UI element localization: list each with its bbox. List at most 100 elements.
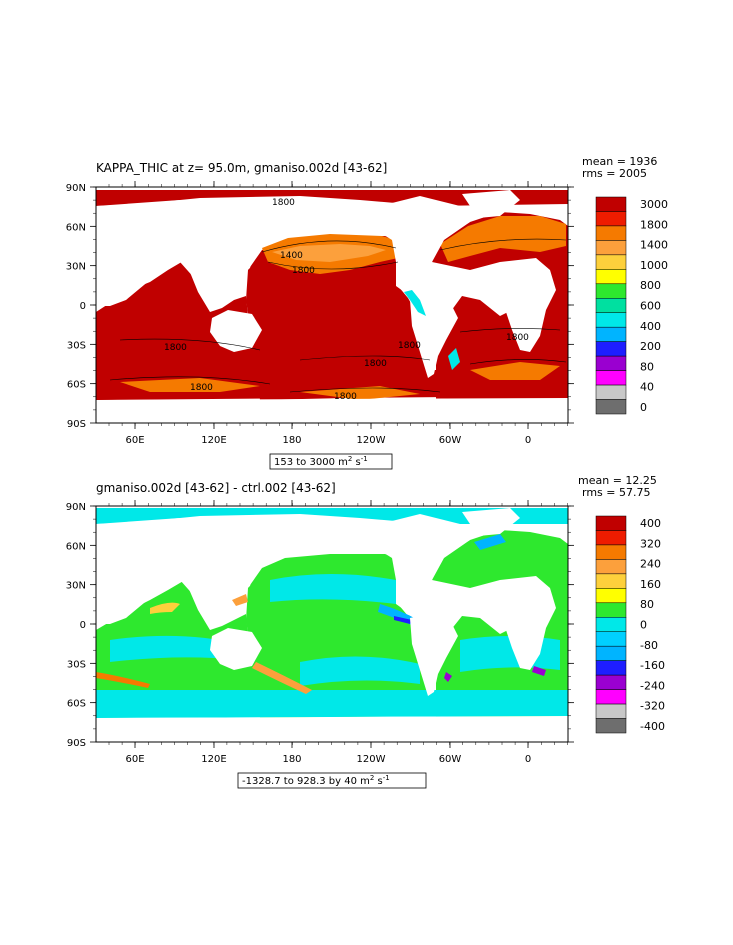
colorbar-swatch	[595, 211, 627, 227]
y-tick-label: 60S	[67, 699, 86, 710]
colorbar-label: -320	[640, 700, 665, 713]
panel-1-indian-ocean	[96, 260, 270, 400]
panel-2-mean: mean = 12.25	[578, 474, 657, 487]
x-tick-label: 60E	[125, 754, 144, 765]
x-tick-label: 60W	[439, 435, 462, 446]
panel-1: KAPPA_THIC at z= 95.0m, gmaniso.002d [43…	[66, 155, 668, 470]
y-tick-label: 30N	[66, 581, 86, 592]
y-tick-label: 90N	[66, 502, 86, 513]
panel-2-africa	[484, 576, 556, 670]
x-tick-label: 60W	[439, 754, 462, 765]
panel-2-range-label: -1328.7 to 928.3 by 40 m2 s-1	[242, 774, 390, 787]
colorbar-swatch	[595, 703, 627, 719]
panel-2-warm-streak	[232, 594, 248, 606]
colorbar-label: 3000	[640, 198, 668, 211]
colorbar-swatch	[595, 617, 627, 632]
panel-1-south-america	[410, 296, 458, 378]
y-tick-label: 0	[80, 620, 86, 631]
panel-1-rms: rms = 2005	[582, 167, 647, 180]
panel-2-warm-streak	[150, 602, 180, 614]
panel-1-map: 1800 1400 1800 1800 1800 1800 1800 1800 …	[96, 187, 568, 423]
panel-1-greenland	[462, 190, 520, 218]
colorbar-label: 200	[640, 340, 661, 353]
colorbar-swatch	[595, 631, 627, 647]
panel-1-australia	[210, 310, 262, 352]
colorbar-label: -240	[640, 679, 665, 692]
colorbar-label: 0	[640, 401, 647, 414]
panel-2-colorbar: 400 320 240 160 80 0 -80 -160 -240 -320 -400	[595, 515, 665, 734]
y-tick-label: 30S	[67, 340, 86, 351]
colorbar-label: 240	[640, 558, 661, 571]
colorbar-swatch	[595, 225, 627, 241]
colorbar-label: -400	[640, 720, 665, 733]
panel-2-north-america	[300, 514, 470, 614]
colorbar-swatch	[595, 254, 627, 270]
colorbar-label: 1400	[640, 239, 668, 252]
x-tick-label: 0	[525, 435, 531, 446]
panel-1-npac-light	[272, 244, 386, 262]
y-tick-label: 60S	[67, 380, 86, 391]
colorbar-swatch	[595, 515, 627, 531]
panel-1-contour-label: 1800	[164, 343, 187, 353]
colorbar-swatch	[595, 240, 627, 256]
y-tick-label: 30N	[66, 262, 86, 273]
colorbar-swatch	[595, 718, 627, 734]
colorbar-label: 1800	[640, 218, 668, 231]
colorbar-label: 320	[640, 537, 661, 550]
colorbar-swatch	[595, 674, 627, 690]
panel-2-rms: rms = 57.75	[582, 486, 650, 499]
y-tick-label: 60N	[66, 222, 86, 233]
colorbar-swatch	[595, 384, 627, 400]
panel-2-blue-streak	[474, 534, 506, 550]
panel-2-cyan-patch	[270, 574, 396, 604]
panel-2-map	[96, 506, 568, 742]
panel-1-range-label: 153 to 3000 m2 s-1	[274, 455, 368, 468]
panel-2-southern-ocean	[96, 690, 568, 718]
panel-2-australia	[210, 628, 262, 670]
panel-2-title: gmaniso.002d [43-62] - ctrl.002 [43-62]	[96, 481, 336, 495]
colorbar-swatch	[595, 370, 627, 386]
panel-1-contour-label: 1800	[272, 198, 295, 208]
colorbar-label: 800	[640, 279, 661, 292]
x-tick-label: 0	[525, 754, 531, 765]
panel-2-arctic	[96, 508, 568, 524]
panel-2-purple-spot	[444, 672, 452, 682]
panel-1-south-orange-2	[300, 386, 420, 400]
x-tick-label: 120E	[201, 435, 226, 446]
y-tick-label: 90S	[67, 419, 86, 430]
panel-1-contour-label: 1800	[364, 359, 387, 369]
colorbar-swatch	[595, 355, 627, 371]
x-tick-label: 120W	[357, 754, 386, 765]
panel-2-axes: 60E 120E 180 120W 60W 0 90N 60N 30N 0 30S 60S 90S	[66, 500, 574, 765]
y-tick-label: 30S	[67, 659, 86, 670]
colorbar-label: 600	[640, 300, 661, 313]
panel-1-contour-label: 1800	[190, 383, 213, 393]
panel-1-contour-label: 1800	[506, 333, 529, 343]
panel-1-pacific	[246, 236, 436, 400]
panel-1-eurasia	[96, 200, 268, 306]
colorbar-swatch	[595, 573, 627, 589]
panel-2-blue-streak	[394, 616, 412, 624]
colorbar-swatch	[595, 312, 627, 328]
y-tick-label: 60N	[66, 541, 86, 552]
panel-2-warm-streak	[252, 662, 312, 694]
panel-1-antarctica	[96, 398, 568, 423]
x-tick-label: 60E	[125, 435, 144, 446]
panel-2-south-america	[410, 614, 458, 696]
colorbar-swatch	[595, 544, 627, 560]
panel-1-contour-label: 1800	[292, 266, 315, 276]
panel-1-contour-label: 1400	[280, 251, 303, 261]
panel-1-contour-label: 1800	[334, 392, 357, 402]
panel-2: gmaniso.002d [43-62] - ctrl.002 [43-62] …	[66, 474, 665, 789]
colorbar-swatch	[595, 399, 627, 415]
colorbar-swatch	[595, 326, 627, 342]
panel-2-range-box	[237, 772, 427, 789]
panel-2-cyan-patch	[110, 635, 240, 662]
panel-1-contour-label: 1800	[398, 341, 421, 351]
colorbar-swatch	[595, 559, 627, 575]
colorbar-swatch	[595, 283, 627, 299]
panel-1-south-orange-3	[470, 362, 560, 380]
panel-1-north-america	[300, 196, 470, 296]
panel-1-arctic	[96, 190, 568, 206]
